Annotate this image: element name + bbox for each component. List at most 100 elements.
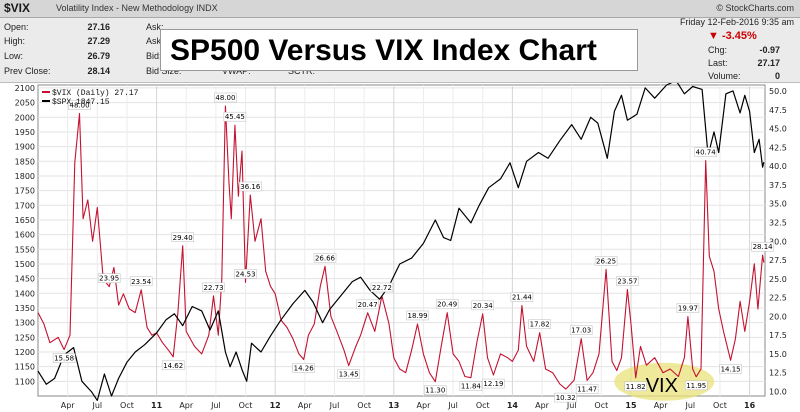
- chg-label: Chg:: [708, 45, 728, 55]
- right-axis-tick-label: 27.5: [769, 256, 787, 265]
- data-label-box: [171, 232, 194, 243]
- data-label: 11.30: [425, 387, 445, 395]
- data-label: 11.47: [577, 385, 597, 393]
- spx-series-line: [37, 83, 765, 401]
- data-label: 48.00: [215, 94, 235, 102]
- x-axis-tick-label: Apr: [298, 401, 313, 410]
- open-value: 27.16: [87, 22, 110, 32]
- right-axis-tick-label: 12.5: [769, 369, 787, 378]
- data-label-box: [68, 100, 91, 110]
- open-label: Open:: [4, 22, 29, 32]
- data-label: 28.14: [753, 243, 774, 251]
- overlay-title: SP500 Versus VIX Index Chart: [160, 29, 638, 71]
- data-label-box: [751, 241, 774, 252]
- data-label: 26.66: [315, 254, 336, 262]
- left-axis-tick-label: 1750: [15, 187, 35, 196]
- data-label: 22.73: [204, 284, 224, 292]
- data-label-box: [356, 299, 379, 310]
- ask-label: Ask:: [146, 22, 164, 32]
- right-axis-tick-label: 50.0: [769, 87, 787, 96]
- prev-close-label: Prev Close:: [4, 66, 51, 76]
- x-axis-tick-label: Apr: [535, 401, 550, 410]
- chg-value: -0.97: [759, 45, 780, 55]
- data-label: 11.95: [686, 382, 706, 390]
- x-axis-tick-label: Oct: [713, 401, 727, 410]
- bid-size-label: Bid Size:: [146, 66, 182, 76]
- data-label-box: [616, 276, 639, 286]
- bid-label: Bid:: [146, 51, 162, 61]
- low-label: Low:: [4, 51, 24, 61]
- x-axis-tick-label: Jul: [210, 401, 221, 410]
- x-axis-tick-label: 11: [151, 401, 163, 410]
- data-label: 20.49: [437, 301, 457, 309]
- data-label-box: [214, 92, 237, 103]
- data-label-box: [554, 392, 578, 403]
- data-label-box: [510, 292, 534, 302]
- low-volatility-highlight: [614, 362, 715, 401]
- credit-label: © StockCharts.com: [716, 3, 794, 13]
- data-label-box: [223, 111, 247, 122]
- data-label: 29.40: [173, 234, 193, 242]
- data-label: 23.95: [99, 275, 119, 283]
- data-label: 26.25: [596, 257, 616, 265]
- data-label-box: [569, 325, 593, 335]
- left-axis-tick-label: 1900: [15, 143, 35, 152]
- vix-tag-label: VIX: [646, 375, 678, 397]
- data-label-box: [435, 299, 459, 309]
- x-axis-tick-label: Apr: [179, 401, 194, 410]
- left-axis-tick-label: 1800: [15, 172, 35, 181]
- right-axis-tick-label: 15.0: [769, 350, 787, 359]
- data-label-box: [97, 273, 121, 283]
- data-label: 45.45: [225, 113, 245, 121]
- prev-close-value: 28.14: [87, 66, 110, 76]
- data-label-box: [406, 310, 429, 321]
- left-axis-tick-label: 2100: [15, 84, 35, 93]
- data-label-box: [234, 269, 257, 279]
- right-axis-tick-label: 30.0: [769, 237, 787, 246]
- left-axis-tick-label: 2000: [15, 113, 35, 122]
- sctr-label: SCTR:: [288, 66, 315, 76]
- low-value: 26.79: [87, 51, 110, 61]
- data-label: 15.58: [54, 355, 74, 363]
- volume-label: Volume:: [708, 71, 741, 81]
- data-label: 23.54: [131, 278, 152, 286]
- data-label-box: [459, 381, 483, 391]
- vix-series-line: [37, 105, 765, 390]
- x-axis-tick-label: 12: [270, 401, 281, 410]
- right-axis-tick-label: 37.5: [769, 181, 787, 190]
- right-axis-tick-label: 40.0: [769, 162, 787, 171]
- data-label-box: [624, 381, 647, 392]
- ask-size-label: Ask S: [146, 36, 170, 46]
- data-label: 12.19: [483, 380, 503, 388]
- left-axis-tick-label: 1300: [15, 319, 35, 328]
- left-axis-tick-label: 1950: [15, 128, 35, 137]
- right-axis-tick-label: 25.0: [769, 275, 787, 284]
- data-label: 11.84: [461, 383, 482, 391]
- right-axis-tick-label: 22.5: [769, 294, 787, 303]
- data-label-box: [424, 385, 447, 395]
- data-label-box: [482, 378, 505, 389]
- left-axis-tick-label: 1650: [15, 216, 35, 225]
- data-label: 11.82: [626, 383, 646, 391]
- data-label: 40.74: [696, 149, 717, 157]
- left-axis-tick-label: 1450: [15, 275, 35, 284]
- high-label: High:: [4, 36, 26, 46]
- data-label-box: [471, 300, 494, 311]
- x-axis-tick-label: 14: [507, 401, 519, 410]
- data-label: 24.53: [236, 270, 256, 278]
- data-label-box: [684, 380, 708, 391]
- data-label: 21.44: [512, 294, 533, 302]
- right-axis-tick-label: 20.0: [769, 312, 787, 321]
- left-axis-tick-label: 1400: [15, 289, 35, 298]
- legend-spx-label: $SPX 1847.15: [52, 98, 110, 107]
- quote-panel: Open: 27.16 High: 27.29 Low: 26.79 Prev …: [0, 17, 800, 83]
- data-label-box: [202, 282, 225, 293]
- x-axis-tick-label: 15: [625, 401, 637, 410]
- change-percent: ▼ -3.45%: [708, 30, 757, 42]
- data-label-box: [594, 256, 618, 266]
- data-label-box: [370, 282, 394, 293]
- data-label: 17.82: [530, 321, 550, 329]
- x-axis-tick-label: Apr: [61, 401, 76, 410]
- x-axis-tick-label: Oct: [120, 401, 134, 410]
- left-axis-tick-label: 1150: [15, 363, 35, 372]
